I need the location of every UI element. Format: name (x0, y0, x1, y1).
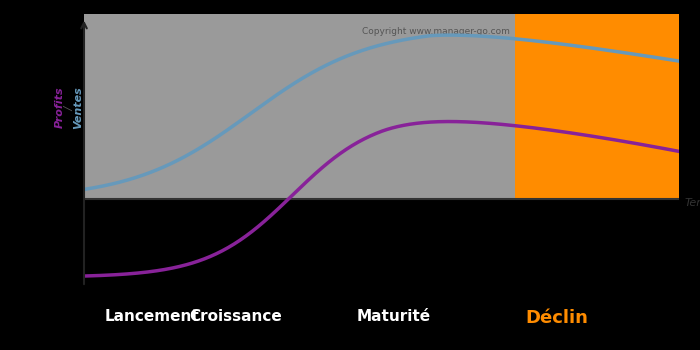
Text: /: / (64, 102, 74, 113)
Text: 0: 0 (66, 183, 75, 196)
Bar (515, 14, 679, 199)
Text: Croissance: Croissance (189, 309, 282, 324)
Text: Lancement: Lancement (105, 309, 200, 324)
Text: Copyright www.manager-go.com: Copyright www.manager-go.com (361, 27, 510, 36)
Text: Temps: Temps (685, 198, 700, 208)
Text: Profits: Profits (55, 87, 65, 128)
Bar (84, 14, 515, 199)
Text: Maturité: Maturité (356, 309, 430, 324)
Text: Déclin: Déclin (526, 309, 589, 327)
Text: Ventes: Ventes (73, 86, 83, 129)
